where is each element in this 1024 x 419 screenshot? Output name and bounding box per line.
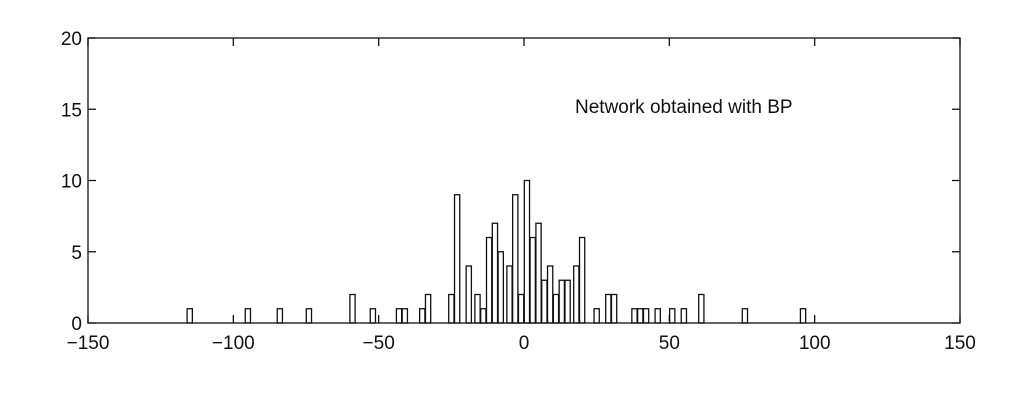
histogram-bar xyxy=(573,265,580,324)
histogram-bar xyxy=(593,308,600,324)
x-tick-label: −100 xyxy=(212,333,255,354)
histogram-bar xyxy=(541,279,548,324)
x-tick-label: 100 xyxy=(799,333,831,354)
histogram-bar xyxy=(485,236,493,324)
histogram-bar xyxy=(491,222,499,324)
histogram-bar xyxy=(558,279,566,324)
histogram-bar xyxy=(654,308,661,324)
histogram-bar xyxy=(276,308,284,324)
histogram-bar xyxy=(578,236,586,324)
ticks-layer xyxy=(87,37,961,324)
x-tick-label: 0 xyxy=(519,333,530,354)
histogram-bar xyxy=(186,308,193,324)
histogram-bar xyxy=(668,308,676,324)
histogram-bar xyxy=(453,194,461,324)
x-tick-label: 50 xyxy=(659,333,680,354)
histogram-bar xyxy=(631,308,638,324)
y-tick-label: 5 xyxy=(71,243,82,264)
histogram-bar xyxy=(395,308,403,324)
histogram-bar xyxy=(517,293,525,324)
histogram-bar xyxy=(552,293,560,324)
chart-annotation: Network obtained with BP xyxy=(575,97,793,118)
histogram-bar xyxy=(523,179,531,324)
histogram-bar xyxy=(605,293,612,324)
histogram-bar xyxy=(799,308,807,324)
histogram-bar xyxy=(512,194,519,324)
histogram-bar xyxy=(741,308,749,324)
y-tick-label: 0 xyxy=(71,314,82,335)
histogram-bar xyxy=(448,293,455,324)
histogram-bar xyxy=(424,293,432,324)
histogram-bar xyxy=(564,279,571,324)
bars-layer xyxy=(186,179,807,324)
histogram-bar xyxy=(535,222,542,324)
tick-labels-layer: −150 −100 −50 0 50 100 150 0 5 10 15 20 xyxy=(61,29,976,354)
histogram-bar xyxy=(497,251,505,324)
x-tick-label: −150 xyxy=(67,333,110,354)
histogram-bar xyxy=(401,308,409,324)
histogram-bar xyxy=(244,308,252,324)
histogram-bar xyxy=(680,308,688,324)
x-tick-label: 150 xyxy=(944,333,976,354)
histogram-bar xyxy=(546,265,554,324)
histogram-bar xyxy=(349,293,356,324)
histogram-bar xyxy=(506,265,513,324)
histogram-bar xyxy=(610,293,618,324)
histogram-bar xyxy=(465,265,473,324)
histogram-bar xyxy=(369,308,377,324)
histogram-bar xyxy=(305,308,313,324)
histogram-bar xyxy=(529,236,536,324)
histogram-bar xyxy=(474,293,481,324)
y-tick-label: 20 xyxy=(61,29,82,50)
histogram-bar xyxy=(698,293,705,324)
histogram-bar xyxy=(418,308,426,324)
y-tick-label: 10 xyxy=(61,172,82,193)
histogram-bar xyxy=(642,308,650,324)
histogram-bar xyxy=(637,308,644,324)
x-tick-label: −50 xyxy=(363,333,395,354)
histogram-bar xyxy=(480,308,487,324)
y-tick-label: 15 xyxy=(61,100,82,121)
